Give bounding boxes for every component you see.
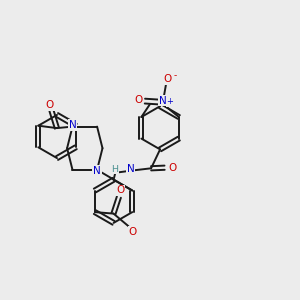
Text: +: + [167,98,173,106]
Text: O: O [129,226,137,237]
Text: O: O [46,100,54,110]
Text: N: N [127,164,135,174]
Text: N: N [159,95,167,106]
Text: O: O [134,94,142,105]
Text: O: O [116,185,124,196]
Text: O: O [163,74,172,85]
Text: O: O [168,163,176,173]
Text: H: H [112,165,118,174]
Text: -: - [174,71,177,80]
Text: N: N [93,166,101,176]
Text: N: N [69,120,76,130]
